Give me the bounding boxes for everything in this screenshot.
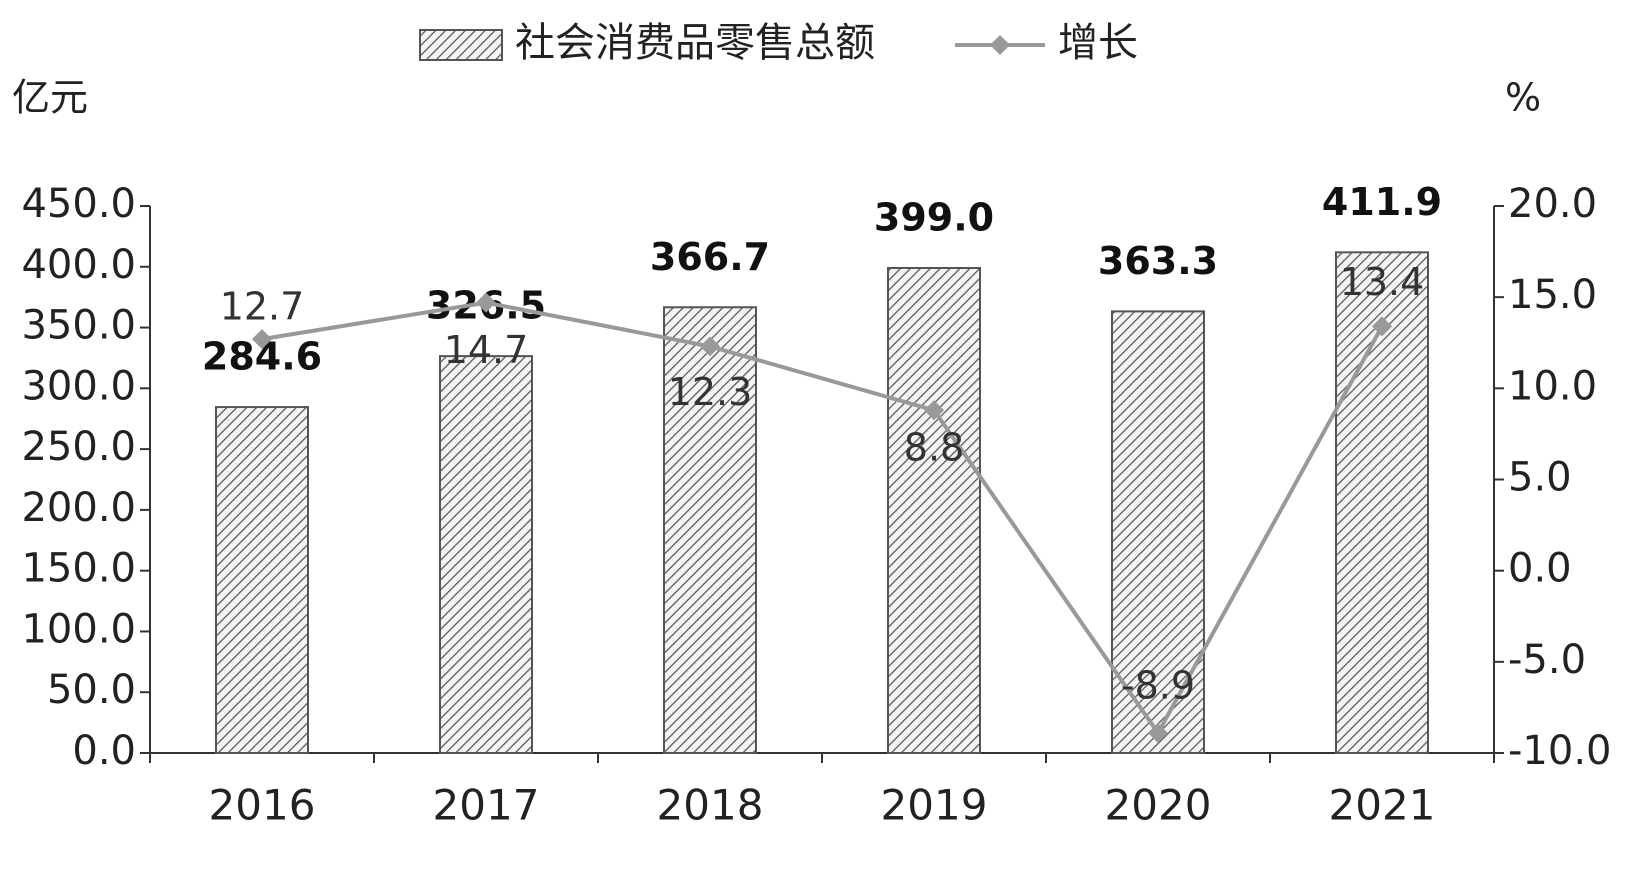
x-tick-label: 2016 [209,781,316,830]
growth-value-label: 8.8 [904,426,964,470]
growth-line [261,300,1384,737]
x-tick-label: 2018 [657,781,764,830]
x-tick-label: 2017 [433,781,540,830]
y2-tick-label: 10.0 [1508,363,1597,409]
x-tick-label: 2021 [1329,781,1436,830]
legend-label: 增长 [1058,20,1138,66]
bar [215,406,309,754]
growth-value-label: 12.7 [220,285,305,329]
bar-value-label: 366.7 [650,235,770,279]
growth-value-label: -8.9 [1121,663,1195,707]
growth-marker [700,336,720,357]
x-tick-label: 2020 [1105,781,1212,830]
y2-tick-label: 5.0 [1508,455,1572,501]
y-tick-label: 300.0 [21,363,136,409]
y2-tick-label: 20.0 [1508,181,1597,227]
bar-value-label: 399.0 [874,195,994,239]
y-tick-label: 0.0 [72,728,136,774]
growth-value-label: 12.3 [668,370,753,414]
bar [887,266,981,754]
bar [663,306,757,754]
y2-axis-label: % [1505,76,1541,120]
y-axis-label: 亿元 [12,76,88,120]
y-tick-label: 200.0 [21,485,136,531]
y-tick-label: 400.0 [21,242,136,288]
y-tick-label: 250.0 [21,424,136,470]
bar [439,355,533,754]
growth-marker [476,292,496,313]
legend-swatch-marker [990,35,1010,55]
y-tick-label: 50.0 [47,667,136,713]
legend-label: 社会消费品零售总额 [515,20,875,66]
y-tick-label: 150.0 [21,546,136,592]
y-tick-label: 450.0 [21,181,136,227]
growth-marker [252,329,272,350]
legend-swatch-bar [419,29,503,61]
y-tick-label: 350.0 [21,303,136,349]
growth-marker [1372,316,1392,337]
growth-marker [924,400,944,421]
x-tick-label: 2019 [881,781,988,830]
bar-value-label: 363.3 [1098,239,1218,283]
y2-tick-label: 15.0 [1508,272,1597,318]
bar-value-label: 411.9 [1322,180,1442,224]
growth-marker [1148,722,1168,743]
y2-tick-label: -10.0 [1508,728,1612,774]
growth-value-label: 13.4 [1340,260,1425,304]
y-tick-label: 100.0 [21,606,136,652]
growth-value-label: 14.7 [444,328,529,372]
y2-tick-label: -5.0 [1508,637,1586,683]
y2-tick-label: 0.0 [1508,546,1572,592]
